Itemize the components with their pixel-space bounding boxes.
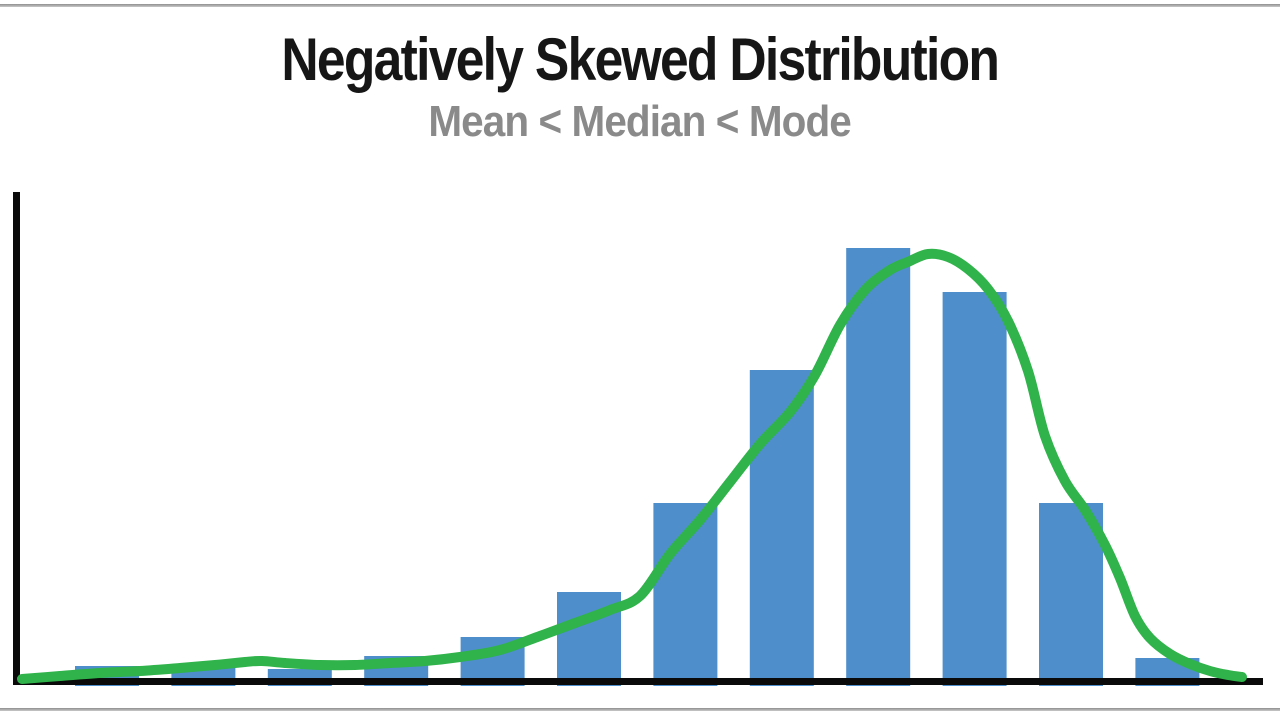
chart-subtitle: Mean < Median < Mode — [0, 100, 1280, 144]
x-axis — [13, 678, 1263, 685]
histogram-bar — [846, 248, 911, 686]
chart-title-text: Negatively Skewed Distribution — [281, 26, 1001, 93]
histogram-bar — [942, 292, 1007, 686]
chart-subtitle-text: Mean < Median < Mode — [428, 97, 852, 146]
histogram-bar — [1039, 503, 1103, 686]
y-axis — [13, 192, 20, 685]
slide-top-border — [0, 4, 1280, 7]
chart-title: Negatively Skewed Distribution — [0, 30, 1280, 90]
slide-bottom-border — [0, 708, 1280, 711]
density-curve — [17, 248, 1247, 684]
